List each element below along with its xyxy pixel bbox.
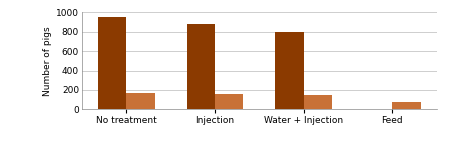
- Bar: [215, 94, 243, 109]
- Bar: [303, 95, 332, 109]
- Bar: [392, 102, 421, 109]
- Bar: [126, 93, 155, 109]
- Bar: [275, 32, 303, 109]
- Bar: [98, 17, 126, 109]
- Y-axis label: Number of pigs: Number of pigs: [43, 26, 52, 96]
- Bar: [187, 24, 215, 109]
